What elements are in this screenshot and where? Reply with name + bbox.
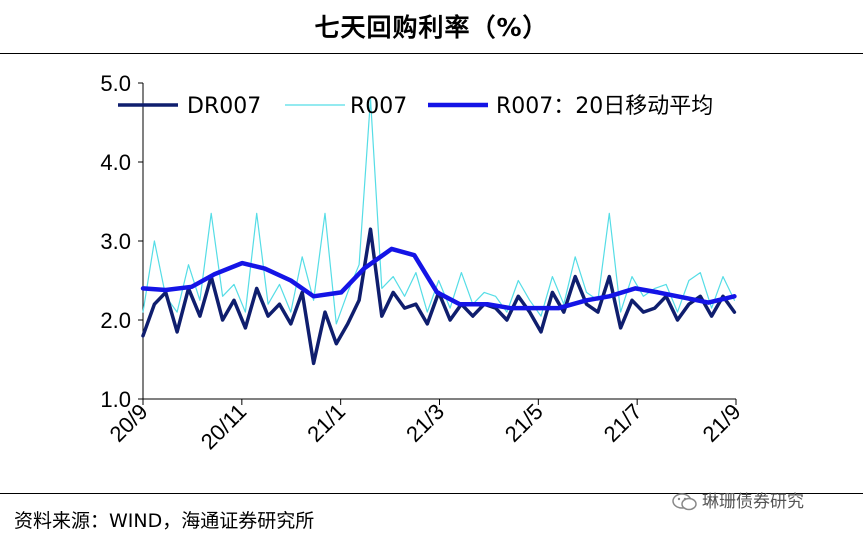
series-layer <box>140 98 737 366</box>
x-tick-label: 21/7 <box>599 399 647 447</box>
footer-divider <box>0 493 863 494</box>
source-note: 资料来源：WIND，海通证券研究所 <box>14 510 315 532</box>
chart-title: 七天回购利率（%） <box>314 13 549 42</box>
legend-label: R007 <box>350 94 407 119</box>
watermark-label: 琳珊债券研究 <box>702 492 804 512</box>
wechat-icon <box>672 493 697 511</box>
y-tick-label: 2.0 <box>100 308 131 333</box>
y-tick-label: 4.0 <box>100 150 131 175</box>
x-tick-label: 21/1 <box>302 399 350 447</box>
legend-label: DR007 <box>187 94 261 119</box>
chart: 1.02.03.04.05.020/9 20/11 21/1 21/3 21/5 21/7… <box>100 71 745 454</box>
series-line-0 <box>141 227 737 366</box>
y-tick-label: 3.0 <box>100 229 131 254</box>
axes: 1.02.03.04.05.020/9 20/11 21/1 21/3 21/5 21/7… <box>100 71 745 454</box>
y-tick-label: 1.0 <box>100 387 131 412</box>
x-tick-label: 21/5 <box>500 399 548 447</box>
y-tick-label: 5.0 <box>100 71 131 96</box>
series-line-1 <box>142 98 736 325</box>
x-tick-label: 21/9 <box>698 399 746 447</box>
x-tick-label: 21/3 <box>401 399 449 447</box>
watermark: 琳珊债券研究 <box>672 487 804 512</box>
legend-label: R007：20日移动平均 <box>496 94 713 119</box>
title-divider <box>0 53 863 54</box>
series-line-2 <box>140 246 737 311</box>
x-tick-label: 20/11 <box>196 399 251 454</box>
legend: DR007 R007 R007：20日移动平均 <box>118 94 713 119</box>
